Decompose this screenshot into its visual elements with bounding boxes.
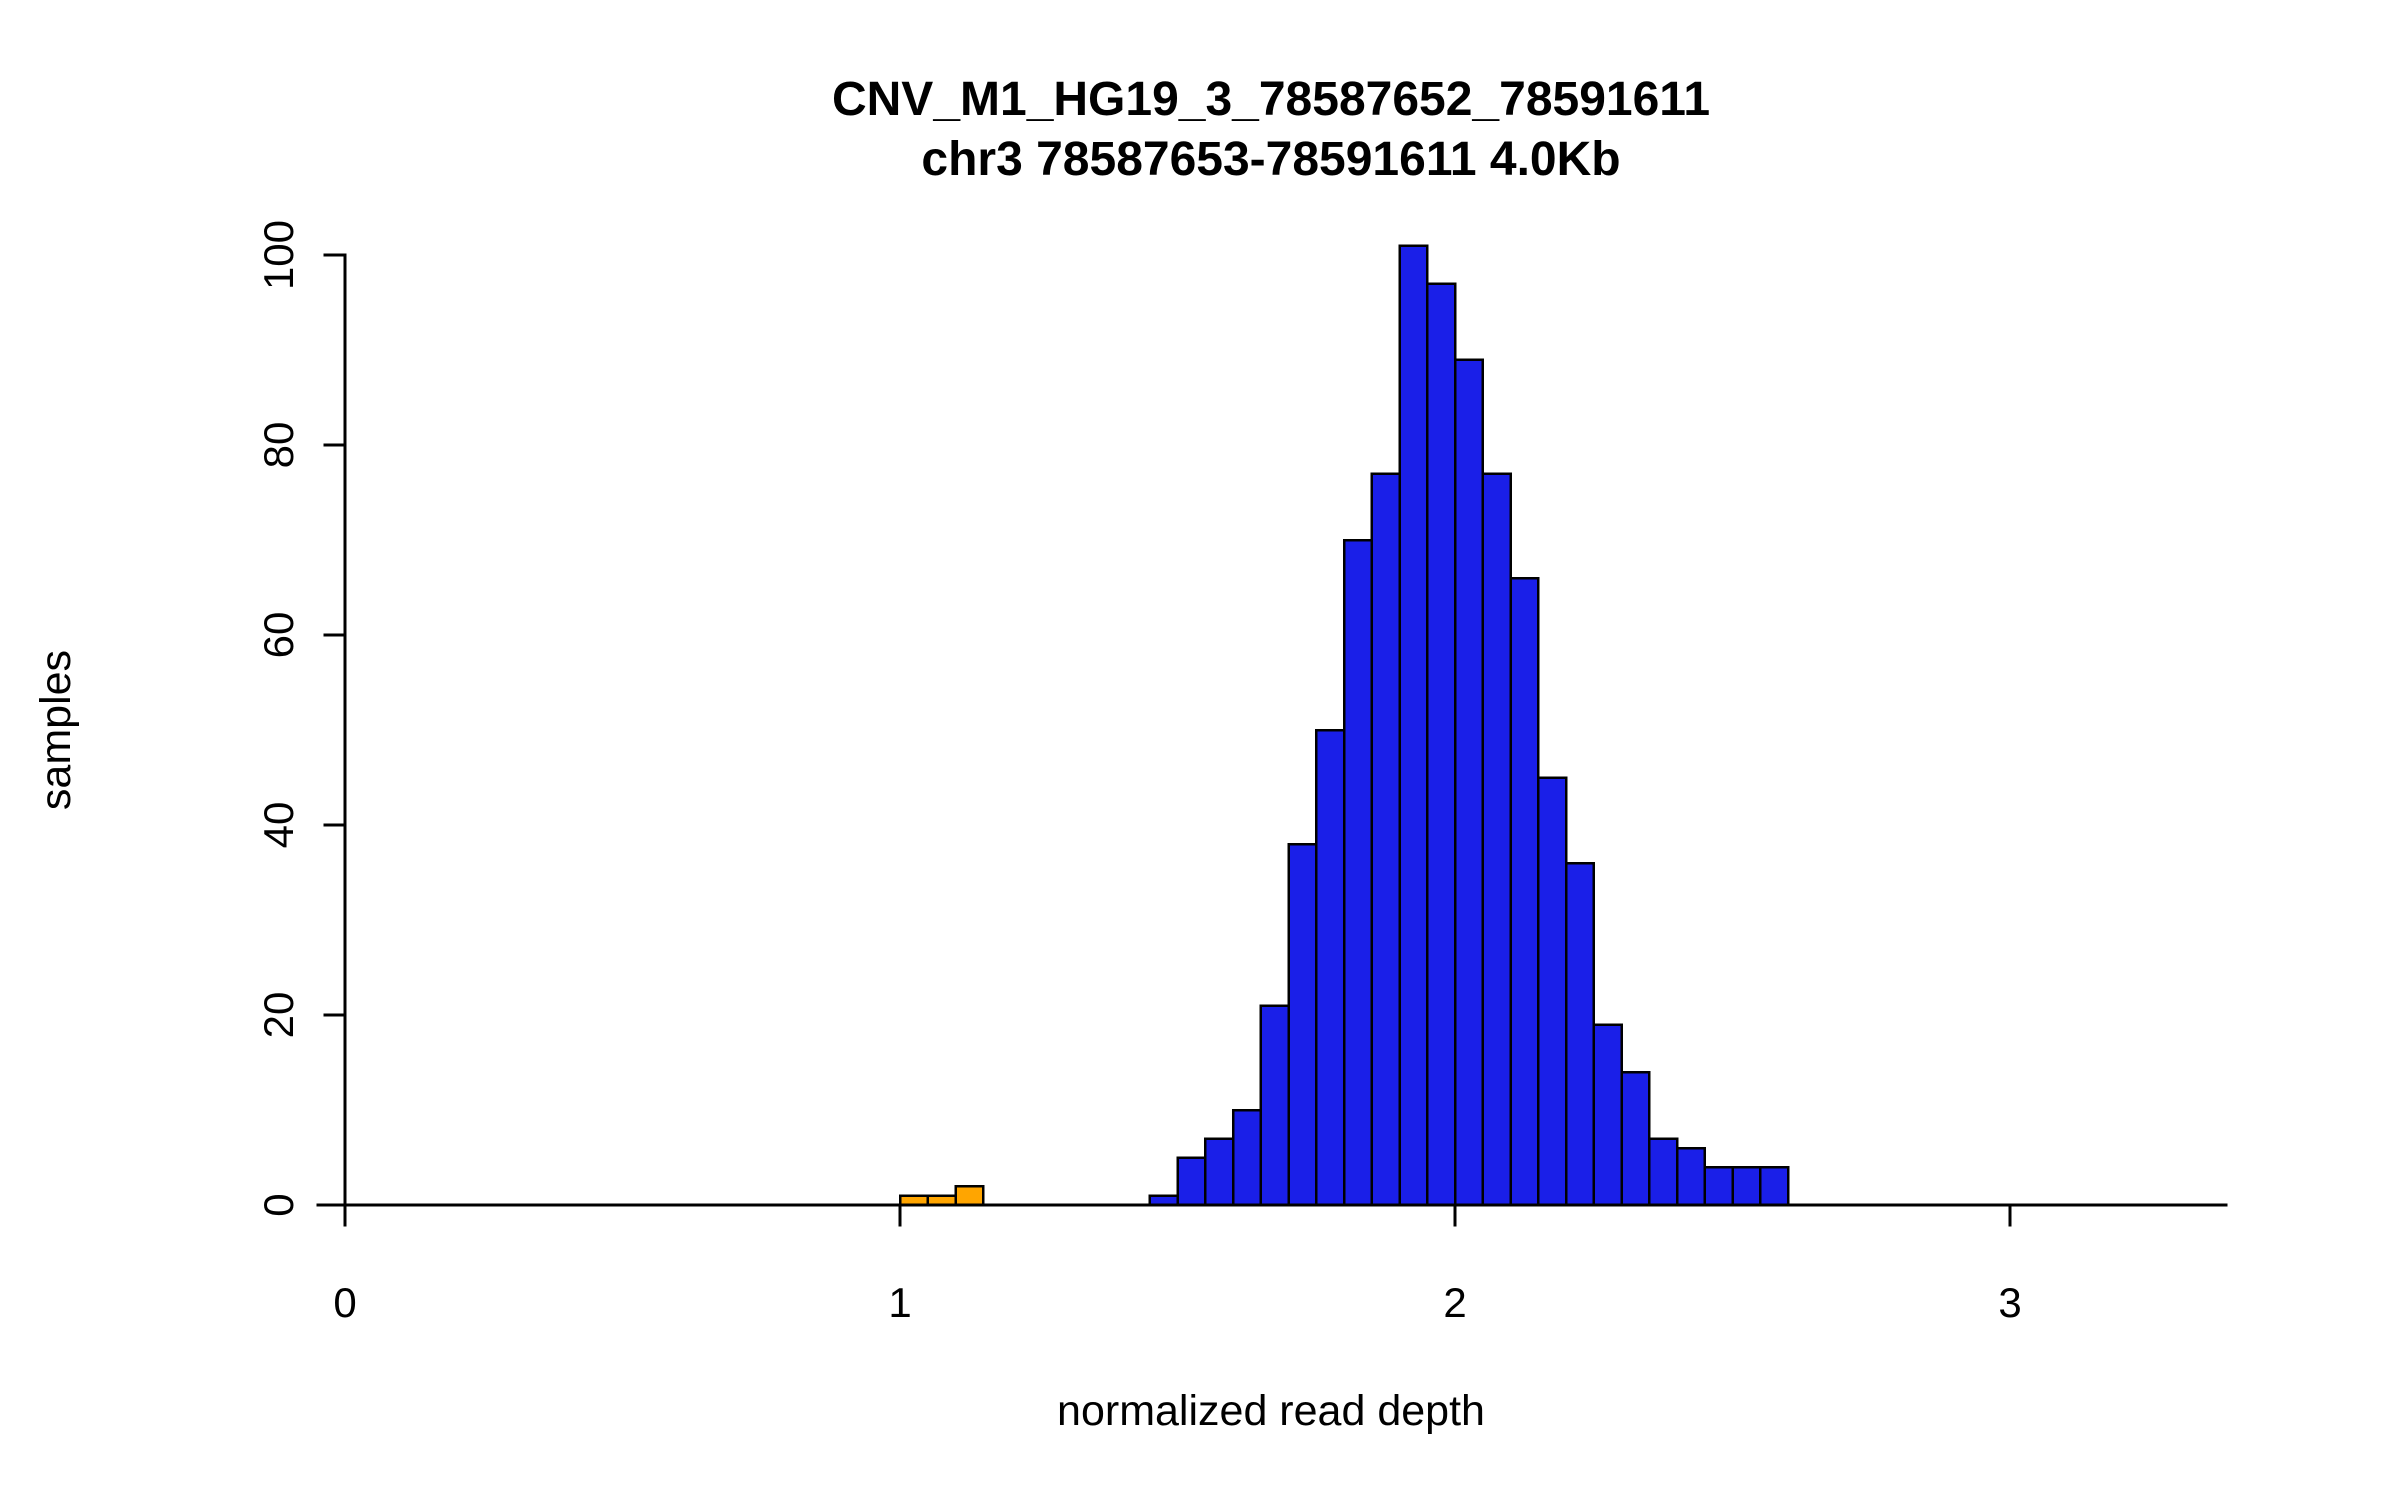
x-axis-tick-label: 2 — [1443, 1279, 1466, 1326]
y-axis-tick-label: 80 — [255, 422, 302, 469]
x-axis-label: normalized read depth — [1057, 1387, 1485, 1435]
bars-group — [898, 244, 1790, 1207]
histogram-bar-normal-depth-samples — [1675, 1146, 1706, 1207]
histogram-bar-normal-depth-samples — [1231, 1108, 1262, 1207]
histogram-bar-normal-depth-samples — [1315, 728, 1346, 1207]
histogram-bar-normal-depth-samples — [1537, 776, 1568, 1207]
histogram-bar-normal-depth-samples — [1342, 538, 1373, 1207]
histogram-bar-normal-depth-samples — [1564, 861, 1595, 1207]
histogram-bar-normal-depth-samples — [1481, 472, 1512, 1207]
histogram-bar-normal-depth-samples — [1592, 1023, 1623, 1207]
histogram-bar-normal-depth-samples — [1176, 1156, 1207, 1207]
histogram-bar-normal-depth-samples — [1453, 358, 1484, 1207]
y-axis-tick-label: 0 — [255, 1193, 302, 1216]
histogram-bar-normal-depth-samples — [1287, 842, 1318, 1207]
histogram-bar-normal-depth-samples — [1370, 472, 1401, 1207]
histogram-bar-normal-depth-samples — [1731, 1165, 1762, 1207]
histogram-bar-normal-depth-samples — [1426, 282, 1457, 1207]
histogram-bar-normal-depth-samples — [1398, 244, 1429, 1207]
y-axis-label: samples — [32, 650, 80, 810]
chart-subtitle: chr3 78587653-78591611 4.0Kb — [921, 133, 1620, 186]
x-axis-tick-label: 3 — [1998, 1279, 2021, 1326]
y-axis-tick-label: 60 — [255, 612, 302, 659]
y-axis-tick-label: 100 — [255, 220, 302, 290]
y-axis-tick-label: 20 — [255, 992, 302, 1039]
axes-group: 0 1 2 3 0 20 40 60 80 100 — [255, 220, 2228, 1326]
histogram-bar-normal-depth-samples — [1620, 1070, 1651, 1207]
y-axis-tick-label: 40 — [255, 802, 302, 849]
histogram-bar-normal-depth-samples — [1759, 1165, 1790, 1207]
histogram-bar-flagged-low-depth-samples — [954, 1184, 985, 1207]
histogram-bar-normal-depth-samples — [1703, 1165, 1734, 1207]
histogram-bar-normal-depth-samples — [1509, 576, 1540, 1207]
x-axis-tick-label: 0 — [333, 1279, 356, 1326]
x-axis-tick-label: 1 — [888, 1279, 911, 1326]
histogram-bar-normal-depth-samples — [1648, 1137, 1679, 1207]
histogram-bar-normal-depth-samples — [1259, 1004, 1290, 1207]
histogram-bar-normal-depth-samples — [1204, 1137, 1235, 1207]
chart-title: CNV_M1_HG19_3_78587652_78591611 — [832, 73, 1710, 126]
